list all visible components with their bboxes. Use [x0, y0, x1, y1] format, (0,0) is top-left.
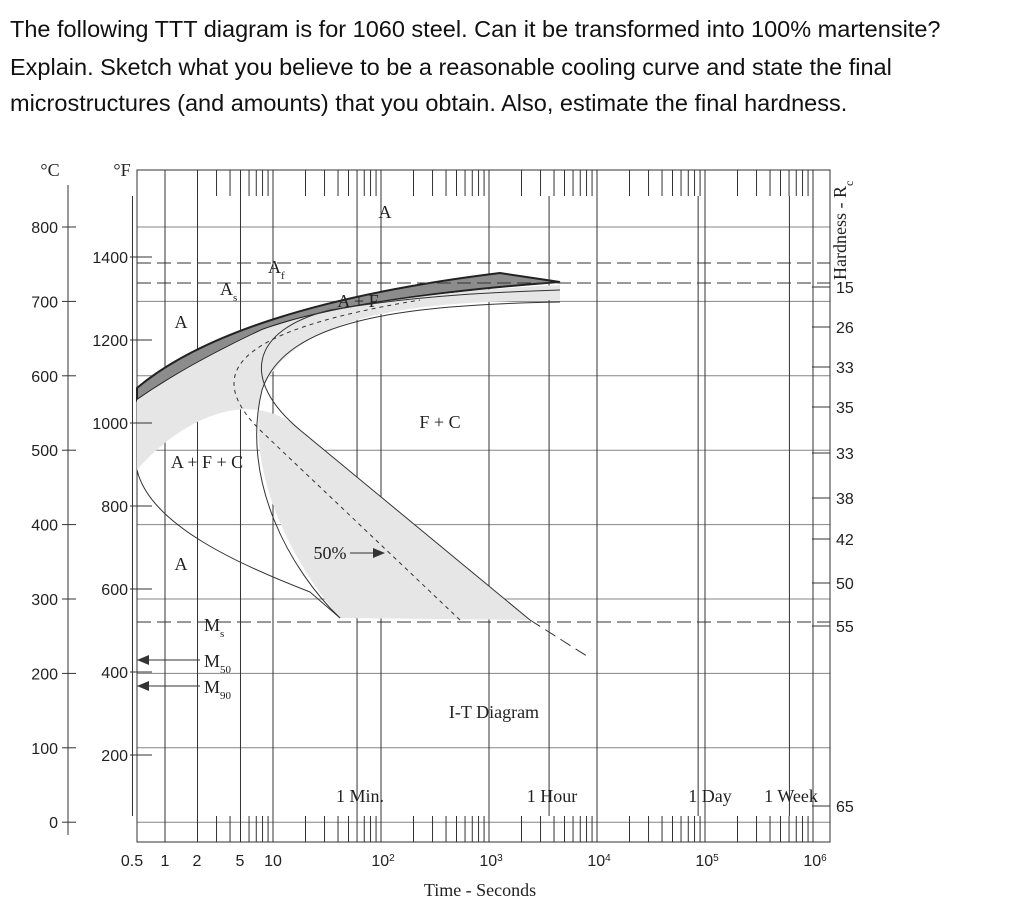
- time-tick-exp: 4: [605, 853, 611, 864]
- phase-text: M: [204, 677, 220, 697]
- phase-sub: 90: [220, 690, 232, 702]
- time-tick-base: 10: [695, 853, 713, 870]
- fahrenheit-tick-label: 1400: [92, 250, 128, 267]
- time-tick-label: 2: [193, 853, 202, 870]
- time-tick-label: 105: [695, 853, 719, 871]
- time-tick-base: 10: [587, 853, 605, 870]
- phase-label: Af: [268, 257, 285, 282]
- celsius-tick-label: 300: [31, 592, 58, 609]
- question-line: microstructures (and amounts) that you o…: [10, 90, 848, 116]
- fifty-percent-curve: [233, 299, 461, 621]
- time-marker: 1 Hour: [527, 786, 578, 806]
- hardness-label: 15: [836, 280, 854, 297]
- celsius-tick-label: 800: [31, 220, 58, 237]
- grid: [131, 170, 830, 842]
- fahrenheit-tick-label: 200: [101, 748, 128, 765]
- time-tick-base: 10: [803, 853, 821, 870]
- hardness-label: 33: [836, 446, 854, 463]
- hardness-title-text: Hardness - R: [830, 186, 850, 280]
- finish-curve: [261, 289, 561, 621]
- hardness-label: 26: [836, 320, 854, 337]
- transformation-band: [137, 285, 560, 620]
- hardness-label: 50: [836, 576, 854, 593]
- phase-text: M: [204, 615, 220, 635]
- fahrenheit-tick-label: 400: [101, 665, 128, 682]
- region-label: A: [175, 312, 188, 332]
- time-tick-label: 104: [587, 853, 611, 871]
- time-tick-exp: 2: [389, 853, 395, 864]
- hardness-label: 35: [836, 400, 854, 417]
- time-tick-label: 0.5: [121, 853, 143, 870]
- hardness-title-sub: c: [842, 181, 856, 186]
- fahrenheit-unit: °F: [113, 160, 130, 180]
- fahrenheit-tick-label: 1200: [92, 333, 128, 350]
- fahrenheit-tick-label: 1000: [92, 416, 128, 433]
- hardness-title: Hardness - Rc: [830, 181, 856, 280]
- question-line: The following TTT diagram is for 1060 st…: [10, 16, 941, 42]
- diagram-title: I-T Diagram: [449, 702, 539, 722]
- region-label: A + F + C: [171, 452, 243, 472]
- phase-sub: s: [233, 292, 237, 304]
- hardness-label: 42: [836, 532, 854, 549]
- celsius-tick-label: 200: [31, 666, 58, 683]
- celsius-tick-label: 400: [31, 518, 58, 535]
- fahrenheit-tick-label: 800: [101, 499, 128, 516]
- phase-sub: s: [220, 628, 224, 640]
- region-label: 50%: [314, 543, 347, 563]
- time-marker: 1 Week: [764, 786, 818, 806]
- time-tick-label: 102: [371, 853, 395, 871]
- time-tick-exp: 3: [497, 853, 503, 864]
- time-marker: 1 Day: [688, 786, 732, 806]
- time-tick-base: 10: [371, 853, 389, 870]
- hardness-label: 65: [836, 799, 854, 816]
- pearlite-start: [256, 301, 561, 619]
- finish-extension: [529, 619, 591, 659]
- phase-label: M50: [204, 651, 232, 676]
- time-tick-label: 5: [236, 853, 245, 870]
- celsius-tick-label: 100: [31, 741, 58, 758]
- phase-sub: f: [281, 270, 285, 282]
- celsius-unit: °C: [40, 160, 59, 180]
- hardness-label: 55: [836, 619, 854, 636]
- phase-sub: 50: [220, 664, 232, 676]
- hardness-label: 38: [836, 491, 854, 508]
- phase-text: A: [268, 257, 281, 277]
- time-tick-label: 103: [479, 853, 503, 871]
- time-marker: 1 Min.: [336, 786, 384, 806]
- phase-label: As: [220, 279, 237, 304]
- phase-label: Ms: [204, 615, 224, 640]
- celsius-tick-label: 600: [31, 369, 58, 386]
- region-label: A: [379, 202, 392, 222]
- region-label: A: [175, 554, 188, 574]
- phase-text: M: [204, 651, 220, 671]
- celsius-tick-label: 500: [31, 443, 58, 460]
- time-tick-label: 10: [264, 853, 282, 870]
- hardness-label: 33: [836, 360, 854, 377]
- celsius-tick-label: 700: [31, 294, 58, 311]
- region-label: F + C: [419, 412, 460, 432]
- time-tick-exp: 6: [821, 853, 827, 864]
- time-title: Time - Seconds: [424, 880, 536, 900]
- phase-text: A: [220, 279, 233, 299]
- celsius-tick-label: 0: [49, 815, 58, 832]
- time-tick-label: 1: [161, 853, 170, 870]
- fahrenheit-tick-label: 600: [101, 582, 128, 599]
- bainite-start: [136, 469, 341, 619]
- time-tick-exp: 5: [713, 853, 719, 864]
- time-tick-label: 106: [803, 853, 827, 871]
- region-label: A + F: [337, 291, 378, 311]
- phase-label: M90: [204, 677, 232, 702]
- time-tick-base: 10: [479, 853, 497, 870]
- question-line: Explain. Sketch what you believe to be a…: [10, 54, 892, 80]
